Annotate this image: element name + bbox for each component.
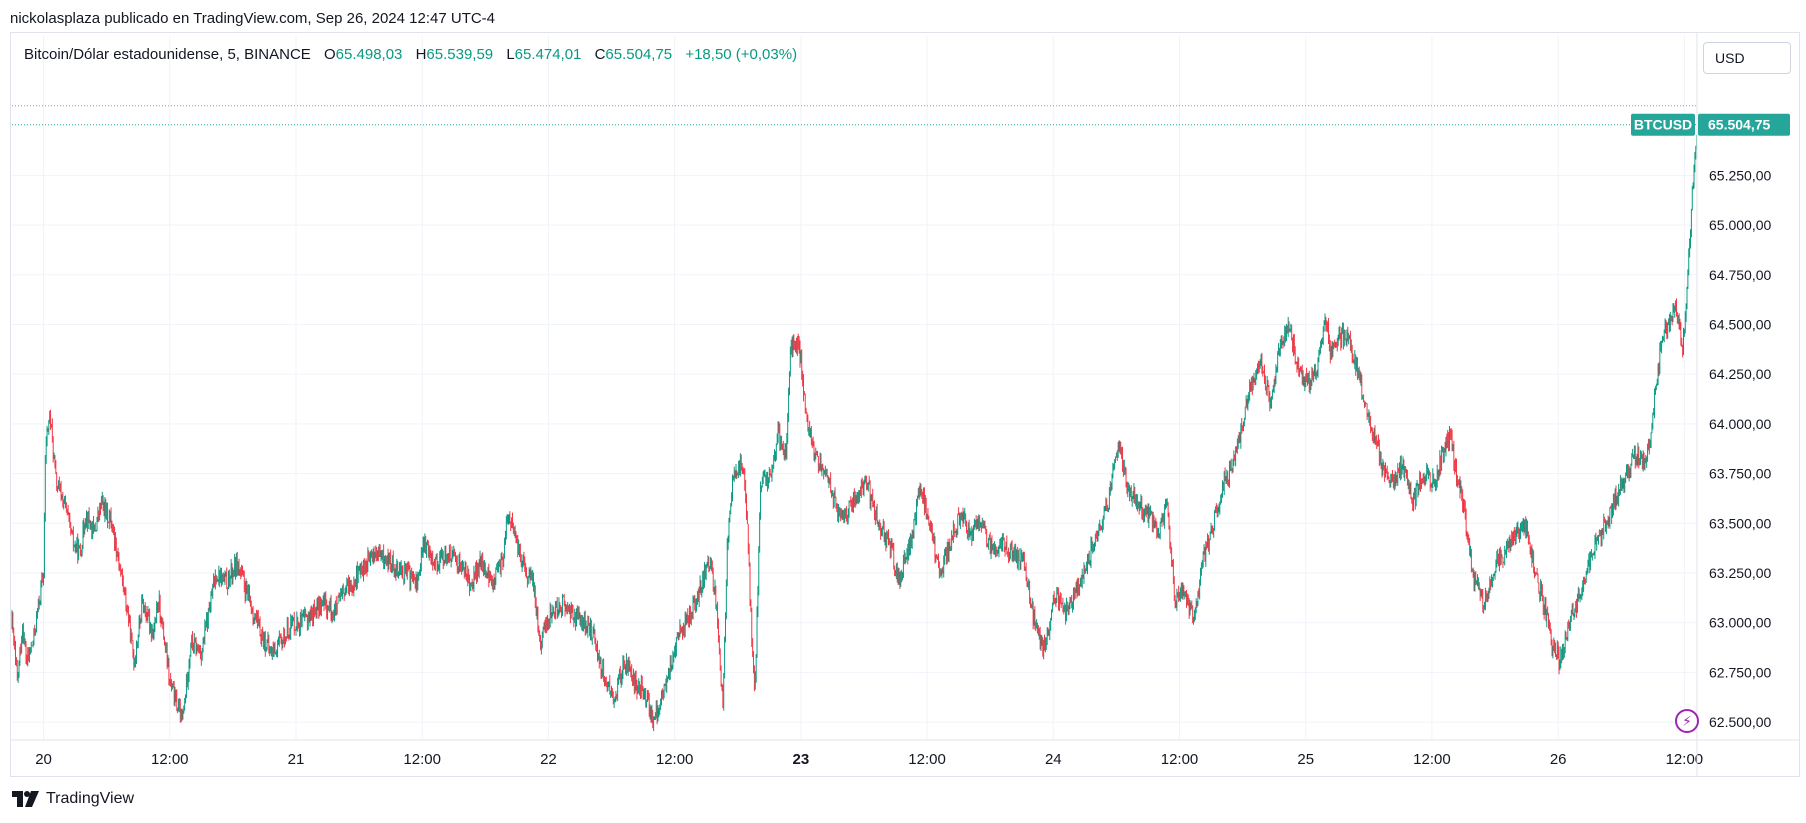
grid-lines	[12, 36, 1697, 740]
lightning-bolt-icon[interactable]: ⚡	[1675, 709, 1699, 733]
legend-close: 65.504,75	[605, 46, 673, 63]
x-tick-label: 24	[1045, 751, 1062, 768]
x-tick-label: 23	[793, 751, 810, 768]
x-tick-label: 12:00	[1666, 751, 1704, 768]
legend-low: 65.474,01	[514, 46, 582, 63]
x-tick-label: 12:00	[1413, 751, 1451, 768]
x-tick-label: 25	[1297, 751, 1314, 768]
y-tick-label: 63.500,00	[1709, 515, 1771, 531]
legend-high-label: H	[415, 46, 427, 63]
legend-symbol: Bitcoin/Dólar estadounidense, 5, BINANCE	[24, 46, 311, 63]
y-tick-label: 64.750,00	[1709, 267, 1771, 283]
x-tick-label: 22	[540, 751, 557, 768]
y-tick-label: 63.250,00	[1709, 565, 1771, 581]
legend-change: +18,50 (+0,03%)	[685, 46, 798, 63]
footer-brand-name: TradingView	[46, 790, 135, 807]
tradingview-logo-icon	[12, 791, 39, 807]
chart-frame	[10, 32, 1800, 777]
y-tick-label: 64.250,00	[1709, 366, 1771, 382]
y-tick-label: 64.000,00	[1709, 416, 1771, 432]
candles	[11, 134, 1698, 732]
x-tick-label: 26	[1550, 751, 1567, 768]
last-price-label: 65.504,75	[1708, 117, 1770, 133]
legend-open: 65.498,03	[335, 46, 403, 63]
x-tick-label: 12:00	[656, 751, 694, 768]
y-tick-label: 65.000,00	[1709, 217, 1771, 233]
x-tick-label: 12:00	[908, 751, 946, 768]
currency-button[interactable]: USD	[1703, 42, 1791, 74]
y-tick-label: 64.500,00	[1709, 316, 1771, 332]
legend-high: 65.539,59	[426, 46, 494, 63]
y-tick-label: 63.000,00	[1709, 615, 1771, 631]
y-tick-label: 62.750,00	[1709, 664, 1771, 680]
x-tick-label: 12:00	[1161, 751, 1199, 768]
legend-close-label: C	[594, 46, 606, 63]
x-tick-label: 12:00	[151, 751, 189, 768]
x-tick-label: 20	[35, 751, 52, 768]
ohlc-legend: Bitcoin/Dólar estadounidense, 5, BINANCE…	[24, 46, 797, 63]
legend-low-label: L	[506, 46, 515, 63]
symbol-badge-label: BTCUSD	[1634, 117, 1692, 133]
x-tick-label: 21	[288, 751, 305, 768]
footer-brand: TradingView	[12, 790, 134, 808]
y-tick-label: 63.750,00	[1709, 466, 1771, 482]
y-tick-label: 65.250,00	[1709, 167, 1771, 183]
last-price-badge	[1698, 113, 1790, 136]
publish-line: nickolasplaza publicado en TradingView.c…	[10, 10, 496, 27]
x-tick-label: 12:00	[403, 751, 441, 768]
legend-open-label: O	[324, 46, 336, 63]
axes: 65.250,00 65.000,00 64.750,00 64.500,00 64.2…	[11, 33, 1799, 776]
symbol-badge	[1631, 113, 1695, 136]
y-tick-label: 62.500,00	[1709, 714, 1771, 730]
